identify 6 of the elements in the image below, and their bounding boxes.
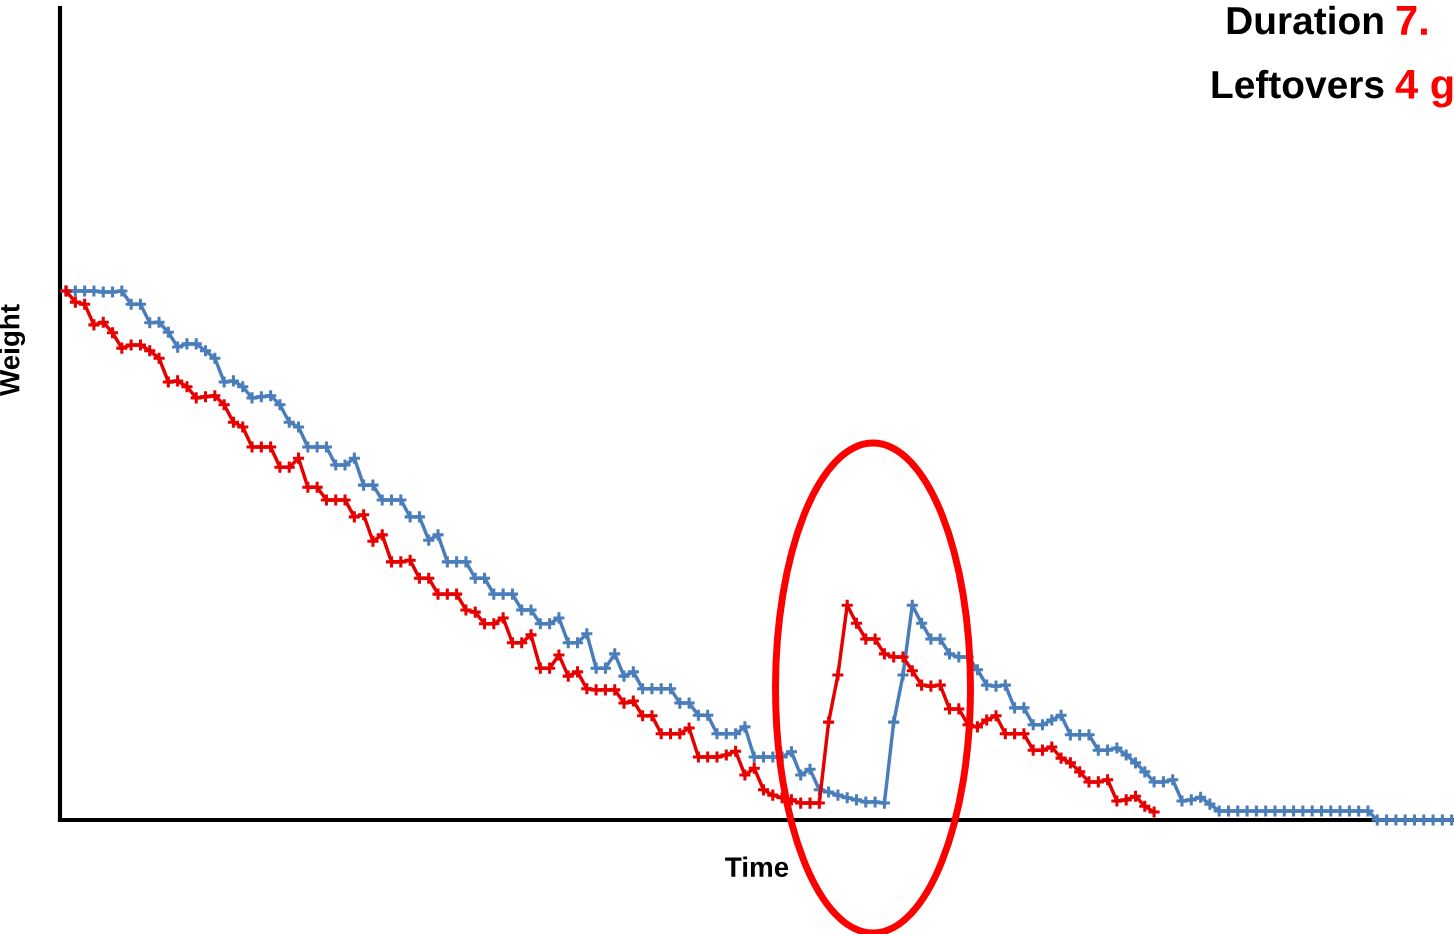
text: Duration	[1227, 5, 1383, 35]
text: Leftovers	[1212, 69, 1384, 99]
y-axis-title: Weight	[0, 304, 26, 397]
x-axis-title: Time	[725, 856, 789, 877]
text: 4 g	[1395, 69, 1453, 108]
text: 7.	[1396, 6, 1427, 35]
